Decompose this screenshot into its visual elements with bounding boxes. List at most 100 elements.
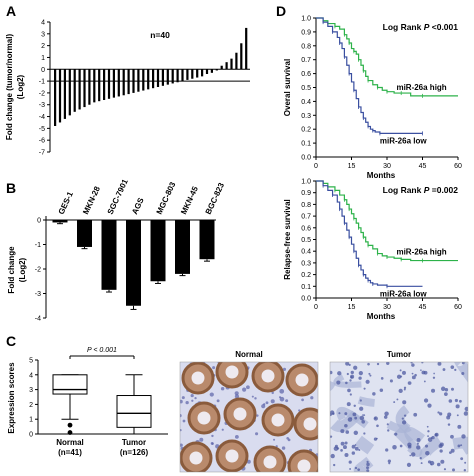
panel-d-os-logrank-annotation: Log Rank P <0.001 [383, 22, 459, 32]
panel-a-y-tick-label: 2 [41, 43, 45, 50]
panel-a-y-tick-label: -7 [39, 150, 45, 157]
panel-c-y-tick-label: 3 [29, 387, 33, 394]
panel-d-rfs-y-tick-label: 0.3 [301, 260, 311, 267]
panel-b-y-tick-label: -2 [35, 267, 41, 274]
panel-d-os-x-tick-label: 30 [383, 163, 391, 170]
panel-d-rfs-series-line [316, 180, 458, 262]
panel-c-tumor-nucleus [344, 423, 348, 428]
panel-c-outlier [67, 422, 73, 428]
panel-c-tumor-nucleus [348, 460, 352, 464]
panel-a-bar [117, 69, 120, 97]
panel-d-os-y-tick-label: 0.1 [301, 141, 311, 148]
panel-c-tumor-nucleus [344, 412, 348, 416]
panel-c-normal-nucleus [270, 399, 275, 404]
panel-c-tumor-nucleus [450, 387, 454, 391]
panel-d-os-series-line [316, 17, 423, 134]
panel-c-normal-gland-lumen [233, 407, 247, 421]
panel-c-box [116, 395, 152, 428]
panel-c-tumor-nucleus [345, 430, 350, 434]
panel-d-rfs-logrank-annotation: Log Rank P =0.002 [383, 185, 459, 195]
panel-c-tumor-nucleus [349, 379, 352, 382]
panel-c-tumor-nucleus [450, 365, 455, 369]
panel-c-normal-nucleus [255, 432, 259, 436]
panel-a-bar [171, 69, 174, 84]
panel-c-tumor-nucleus [362, 414, 364, 416]
panel-c-tumor-nucleus [410, 362, 413, 364]
panel-c-tumor-nucleus [363, 432, 366, 435]
panel-d-rfs-y-tick-label: 0.7 [301, 214, 311, 221]
panel-c-tumor-nucleus [430, 437, 433, 440]
panel-c-tumor-nucleus [436, 462, 441, 467]
panel-c-tumor-nucleus [345, 362, 350, 366]
panel-a-y-tick-label: -3 [39, 102, 45, 109]
panel-c-normal-nucleus [234, 394, 240, 399]
panel-c-normal-nucleus [310, 396, 314, 400]
panel-a-bar [196, 69, 199, 78]
panel-c-tumor-nucleus [402, 400, 407, 405]
panel-c-tumor-nucleus [340, 429, 345, 434]
panel-d-rfs-annotation-suffix: =0.002 [429, 185, 458, 195]
panel-c-tumor-nucleus [361, 419, 366, 424]
panel-c-tumor-nucleus [425, 444, 429, 448]
panel-c-tumor-nucleus [427, 430, 430, 433]
panel-c-tumor-nucleus [442, 368, 446, 371]
panel-c-y-label: Expression scores [7, 362, 16, 434]
panel-c-tumor-nucleus [432, 376, 436, 379]
panel-c-tumor-nucleus [334, 444, 338, 448]
panel-c-tumor-nucleus [409, 454, 412, 457]
panel-c-normal-nucleus [246, 385, 250, 390]
panel-d-os-series-label-high: miR-26a high [396, 83, 446, 92]
panel-c-y-tick-label: 2 [29, 402, 33, 409]
panel-c-tumor-nucleus [353, 365, 358, 370]
panel-c-tumor-nucleus [359, 406, 364, 411]
panel-c-tumor-nucleus [438, 443, 443, 448]
panel-a-bar [245, 27, 248, 70]
panel-c-tumor-nucleus [419, 457, 422, 460]
panel-d-os-series-label-low: miR-26a low [380, 136, 427, 145]
panel-c-tumor-nucleus [354, 446, 359, 451]
panel-c-tumor-nucleus [345, 381, 348, 385]
panel-c-tumor-nucleus [366, 462, 370, 467]
panel-d-os-y-tick-label: 0.8 [301, 43, 311, 50]
panel-b-category-label: AGS [130, 196, 146, 216]
panel-c-normal-nucleus [278, 396, 282, 399]
panel-c-tumor-nucleus [411, 363, 415, 367]
panel-a-bar [191, 69, 194, 79]
panel-c-tumor-nucleus [429, 460, 435, 466]
panel-c-normal-nucleus [211, 434, 214, 438]
panel-c-normal-nucleus [279, 396, 285, 402]
panel-c-tumor-nucleus [447, 423, 451, 426]
panel-c-tumor-nucleus [365, 379, 370, 384]
panel-b-category-label: BGC-823 [204, 181, 227, 216]
panel-d-os-x-tick-label: 60 [454, 163, 462, 170]
panel-a-bar [122, 69, 125, 96]
panel-d-os-y-tick-label: 0.7 [301, 57, 311, 64]
panel-c-tumor-nucleus [373, 437, 378, 441]
panel-c-tumor-nucleus [346, 402, 351, 407]
panel-c-tumor-image [330, 362, 468, 472]
panel-c-tumor-nucleus [434, 433, 438, 437]
panel-c-tumor-nucleus [439, 412, 443, 416]
panel-a-y-tick-label: -5 [39, 126, 45, 133]
panel-a-bar [152, 69, 155, 89]
panel-d-rfs-x-label: Months [367, 312, 396, 321]
panel-d-rfs-y-tick-label: 0.6 [301, 225, 311, 232]
panel-c-tumor-nucleus [337, 371, 342, 376]
panel-a-bar [210, 69, 214, 73]
panel-c-tumor-nucleus [383, 415, 388, 419]
panel-c-normal-nucleus [185, 400, 189, 405]
panel-b-category-label: SGC-7901 [106, 177, 130, 216]
panel-d-os-y-tick-label: 0.9 [301, 29, 311, 36]
panel-c-tumor-nucleus [396, 374, 402, 379]
panel-d-rfs-x-tick-label: 45 [419, 304, 427, 311]
panel-c-tumor-nucleus [431, 388, 436, 393]
panel-a-y-label-line2: (Log2) [16, 74, 25, 99]
panel-a-bar [201, 69, 204, 77]
panel-a-y-tick-label: -4 [39, 114, 45, 121]
panel-label-b: B [6, 180, 16, 196]
panel-c-tumor-nucleus [440, 459, 445, 464]
panel-c-tumor-nucleus [333, 463, 336, 467]
panel-c-tumor-nucleus [400, 375, 403, 378]
panel-c-tumor-nucleus [396, 398, 399, 401]
panel-c-normal-nucleus [191, 399, 194, 402]
